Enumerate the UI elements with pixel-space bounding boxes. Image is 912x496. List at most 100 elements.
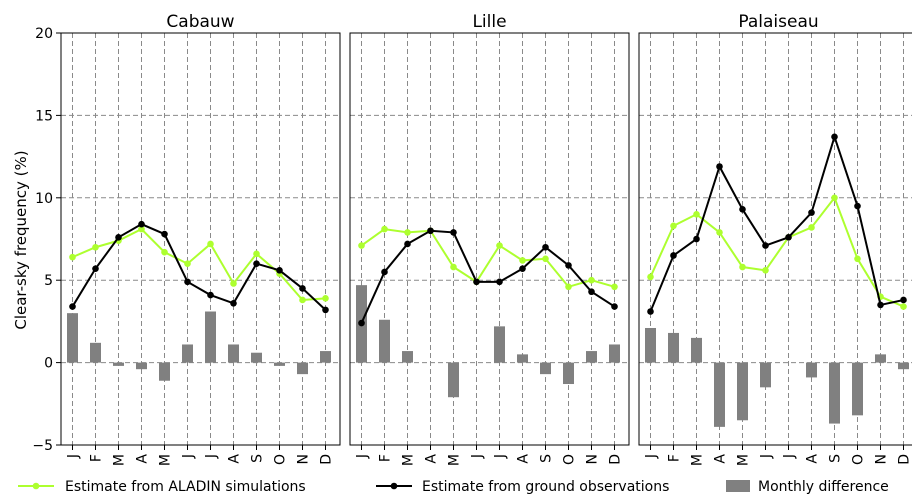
panel-plot-area <box>61 33 340 445</box>
aladin-series-point <box>716 229 723 236</box>
ground-series-point <box>762 242 769 249</box>
ground-series-point <box>207 291 214 299</box>
x-tick-label: N <box>296 454 312 464</box>
aladin-series-line <box>360 228 615 288</box>
y-tick-label: 15 <box>35 108 53 124</box>
x-tick-label: A <box>805 454 821 464</box>
x-tick-label: J <box>644 454 660 459</box>
panel-title: Cabauw <box>166 12 234 32</box>
aladin-series-line <box>649 195 904 308</box>
ground-series-point <box>519 265 526 272</box>
aladin-series-point <box>69 253 76 261</box>
x-tick-label: A <box>713 454 729 464</box>
x-tick-label: O <box>851 454 867 465</box>
ground-series-point <box>877 301 884 309</box>
aladin-series-point <box>381 225 388 233</box>
aladin-series-point <box>565 283 572 291</box>
legend: Estimate from ALADIN simulations Estimate… <box>18 479 889 495</box>
ground-series-point <box>900 296 907 304</box>
aladin-series-point <box>161 248 168 256</box>
ground-series-point <box>253 260 260 268</box>
y-tick-label: 20 <box>35 26 53 42</box>
aladin-series-point <box>207 240 214 248</box>
aladin-series-point <box>299 296 306 304</box>
difference-bar <box>136 362 147 370</box>
difference-bar <box>517 354 528 363</box>
y-axis-label: Clear-sky frequency (%) <box>12 150 30 329</box>
difference-bar <box>645 327 656 363</box>
difference-bar <box>379 319 390 363</box>
ground-series-point <box>322 306 329 314</box>
x-tick-label: J <box>355 454 371 459</box>
ground-series-point <box>358 319 365 327</box>
x-tick-label: N <box>874 454 890 464</box>
y-tick-label: 0 <box>44 356 53 372</box>
x-tick-label: F <box>89 454 105 462</box>
legend-bar-swatch <box>726 480 750 492</box>
difference-bar <box>182 344 193 363</box>
ground-series-point <box>496 278 503 286</box>
panel-frame <box>349 32 630 446</box>
aladin-series-point <box>739 263 746 271</box>
difference-bar <box>563 362 574 385</box>
x-tick-label: D <box>608 454 624 465</box>
aladin-series-point <box>92 243 99 251</box>
ground-series-point <box>693 235 700 243</box>
aladin-series-point <box>542 255 549 263</box>
ground-series-point <box>670 252 677 259</box>
ground-series-point <box>542 243 549 251</box>
aladin-series-point <box>900 303 907 310</box>
ground-series-point <box>611 303 618 310</box>
difference-bar <box>90 342 101 363</box>
x-tick-label: F <box>378 454 394 462</box>
difference-bar <box>668 332 679 363</box>
ground-series-point <box>161 230 168 238</box>
x-tick-label: N <box>585 454 601 464</box>
ground-series-point <box>115 234 122 241</box>
panel-title: Palaiseau <box>738 12 818 32</box>
ground-series-point <box>739 206 746 213</box>
ground-series-point <box>565 262 572 269</box>
difference-bar <box>540 362 551 375</box>
legend-label: Estimate from ground observations <box>422 479 669 495</box>
x-tick-label: S <box>250 454 266 463</box>
x-tick-label: J <box>759 454 775 459</box>
aladin-series-point <box>253 250 260 258</box>
legend-marker <box>32 482 40 490</box>
difference-bar <box>609 344 620 363</box>
ground-series-point <box>427 227 434 235</box>
x-tick-label: M <box>690 454 706 466</box>
aladin-series-point <box>404 229 411 236</box>
difference-bar <box>852 362 863 416</box>
ground-series-point <box>276 267 283 274</box>
difference-bar <box>205 311 216 363</box>
difference-bar <box>448 362 459 398</box>
panel-plot-area <box>350 33 629 445</box>
difference-bar <box>320 351 331 363</box>
x-tick-label: A <box>135 454 151 464</box>
x-tick-label: J <box>66 454 82 459</box>
y-tick-label: −5 <box>32 438 53 454</box>
x-tick-label: S <box>828 454 844 463</box>
y-tick-label: 10 <box>35 191 53 207</box>
x-tick-label: A <box>227 454 243 464</box>
aladin-series-point <box>647 273 654 281</box>
ground-series-point <box>404 240 411 248</box>
x-tick-label: J <box>493 454 509 459</box>
ground-series-point <box>785 234 792 241</box>
panel-title: Lille <box>472 12 506 32</box>
ground-series-point <box>854 202 861 210</box>
x-tick-label: F <box>667 454 683 462</box>
y-tick-label: 5 <box>44 273 53 289</box>
x-tick-label: J <box>181 454 197 459</box>
x-tick-label: M <box>112 454 128 466</box>
difference-bar <box>898 362 909 370</box>
ground-series-point <box>473 278 480 286</box>
aladin-series-point <box>808 224 815 231</box>
x-tick-label: D <box>897 454 912 465</box>
